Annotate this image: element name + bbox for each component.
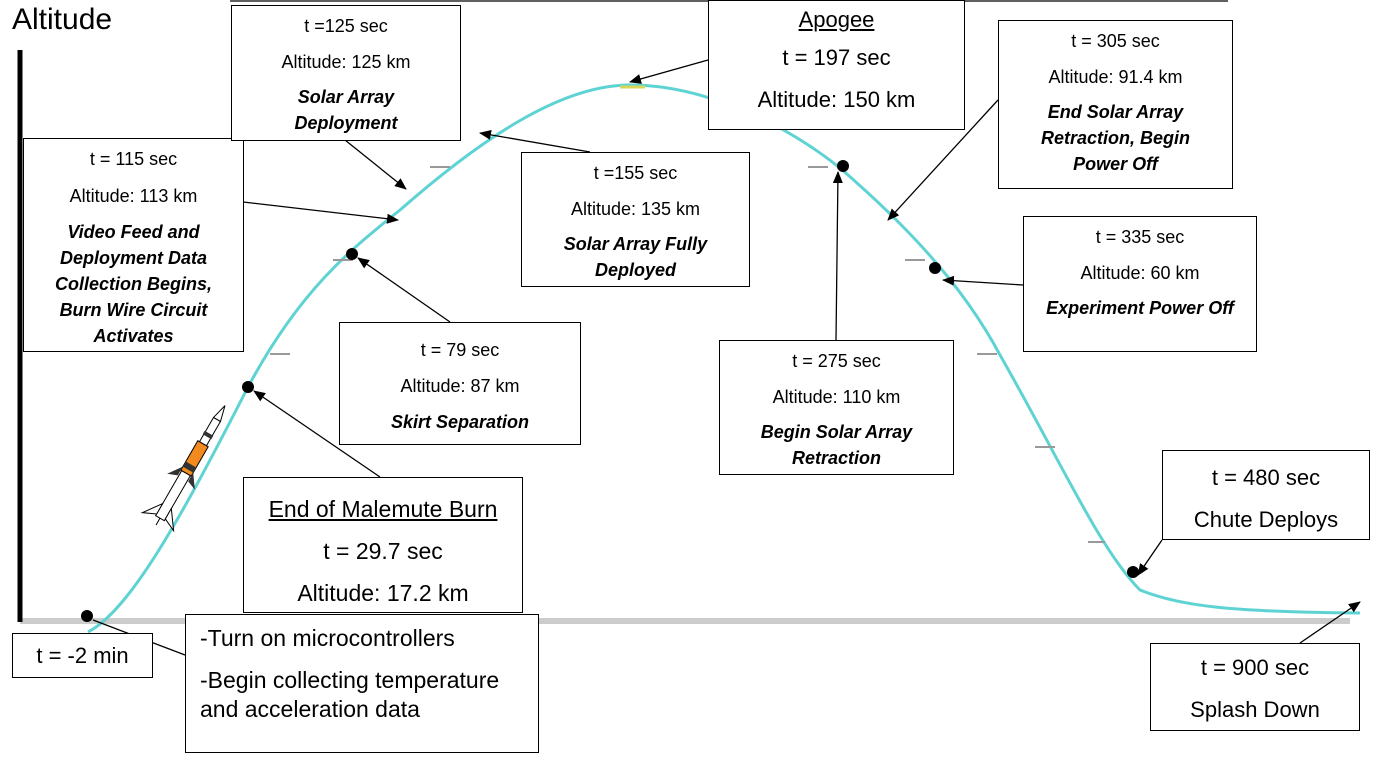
chute-box: t = 480 sec Chute Deploys <box>1162 450 1370 540</box>
deployed-altitude: Altitude: 135 km <box>570 199 701 219</box>
video-event: Video Feed and Deployment Data Collectio… <box>54 222 213 346</box>
prelaunch-time: t = -2 min <box>36 643 129 668</box>
prelaunch-action-2: -Begin collecting temperature and accele… <box>200 667 500 722</box>
video-box: t = 115 sec Altitude: 113 km Video Feed … <box>23 138 244 352</box>
chute-time: t = 480 sec <box>1211 465 1321 490</box>
splash-box: t = 900 sec Splash Down <box>1150 643 1360 731</box>
dot-burnout <box>242 381 254 393</box>
arrow-retract-begin <box>832 171 843 341</box>
chute-event: Chute Deploys <box>1193 507 1339 532</box>
skirt-altitude: Altitude: 87 km <box>400 376 520 396</box>
deployed-event: Solar Array Fully Deployed <box>563 234 708 280</box>
experiment-off-box: t = 335 sec Altitude: 60 km Experiment P… <box>1023 216 1257 352</box>
burnout-box: End of Malemute Burn t = 29.7 sec Altitu… <box>243 477 523 613</box>
retract-end-time: t = 305 sec <box>1071 31 1160 51</box>
arrow-video <box>242 201 399 224</box>
rocket-icon <box>140 405 226 533</box>
retract-end-box: t = 305 sec Altitude: 91.4 km End Solar … <box>998 20 1233 189</box>
deployed-box: t =155 sec Altitude: 135 km Solar Array … <box>521 152 750 287</box>
arrow-deployed <box>479 129 591 153</box>
dot-prelaunch <box>81 610 93 622</box>
dot-retract-begin <box>837 160 849 172</box>
burnout-title: End of Malemute Burn <box>268 496 498 522</box>
burnout-altitude: Altitude: 17.2 km <box>297 580 469 606</box>
prelaunch-actions-box: -Turn on microcontrollers -Begin collect… <box>185 614 539 753</box>
prelaunch-action-1: -Turn on microcontrollers <box>200 625 455 651</box>
apogee-altitude: Altitude: 150 km <box>757 87 916 112</box>
arrow-deploy <box>344 139 407 190</box>
retract-begin-event: Begin Solar Array Retraction <box>760 422 913 468</box>
callout-arrows <box>92 59 1361 656</box>
experiment-off-time: t = 335 sec <box>1095 227 1185 247</box>
arrow-burnout <box>253 390 381 478</box>
video-altitude: Altitude: 113 km <box>69 186 198 206</box>
deployed-time: t =155 sec <box>593 163 678 183</box>
skirt-time: t = 79 sec <box>420 340 500 360</box>
apogee-title: Apogee <box>798 7 875 32</box>
skirt-box: t = 79 sec Altitude: 87 km Skirt Separat… <box>339 322 581 445</box>
arrow-experiment-off <box>942 275 1024 286</box>
skirt-event: Skirt Separation <box>390 412 530 432</box>
apogee-box: Apogee t = 197 sec Altitude: 150 km <box>708 0 965 130</box>
event-dots <box>81 160 1139 622</box>
arrow-splash <box>1299 601 1361 644</box>
splash-event: Splash Down <box>1190 697 1320 722</box>
prelaunch-time-box: t = -2 min <box>12 633 153 678</box>
video-time: t = 115 sec <box>89 149 178 169</box>
dot-chute <box>1127 566 1139 578</box>
retract-end-event: End Solar Array Retraction, Begin Power … <box>1040 102 1191 174</box>
retract-begin-box: t = 275 sec Altitude: 110 km Begin Solar… <box>719 340 954 475</box>
apogee-time: t = 197 sec <box>782 45 891 70</box>
deploy-altitude: Altitude: 125 km <box>281 52 411 72</box>
retract-end-altitude: Altitude: 91.4 km <box>1048 67 1183 87</box>
splash-time: t = 900 sec <box>1200 655 1310 680</box>
deploy-event: Solar Array Deployment <box>294 87 398 133</box>
altitude-ticks <box>270 166 1105 543</box>
dot-experiment-off <box>929 262 941 274</box>
altitude-axis-label: Altitude <box>12 3 113 36</box>
arrow-retract-end <box>887 99 999 221</box>
arrow-apogee <box>629 59 709 84</box>
arrow-skirt <box>357 257 451 323</box>
experiment-off-event: Experiment Power Off <box>1046 298 1234 318</box>
experiment-off-altitude: Altitude: 60 km <box>1080 263 1200 283</box>
burnout-time: t = 29.7 sec <box>323 538 443 564</box>
retract-begin-altitude: Altitude: 110 km <box>772 387 901 407</box>
deploy-time: t =125 sec <box>304 16 388 36</box>
retract-begin-time: t = 275 sec <box>792 351 881 371</box>
deploy-box: t =125 sec Altitude: 125 km Solar Array … <box>231 5 461 141</box>
dot-skirt <box>346 248 358 260</box>
arrow-chute <box>1137 539 1163 576</box>
